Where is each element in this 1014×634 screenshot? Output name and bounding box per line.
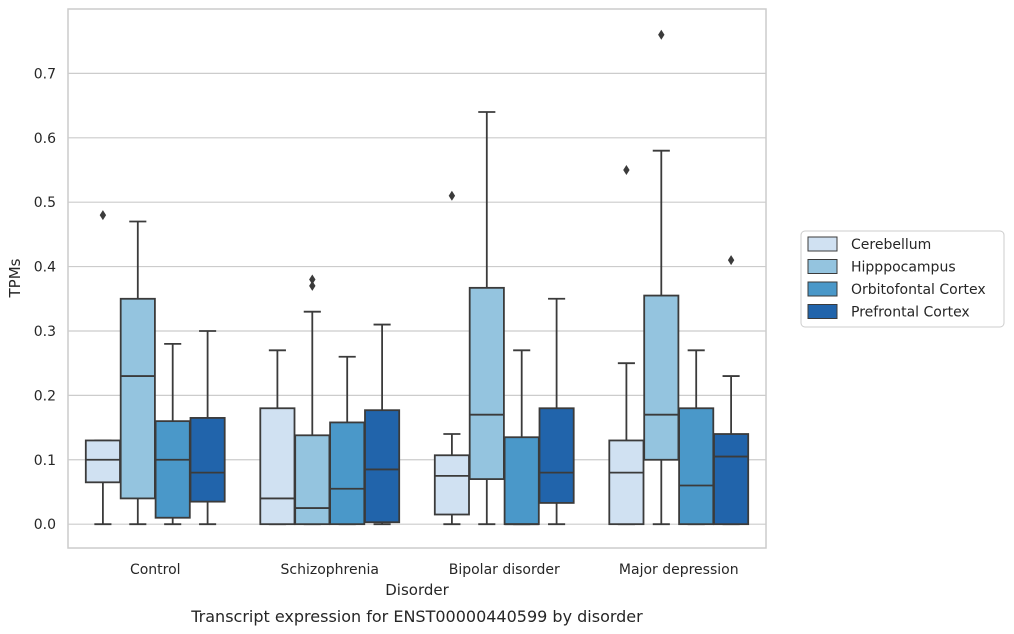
y-tick-label: 0.3: [34, 324, 56, 340]
x-tick-label: Bipolar disorder: [449, 562, 560, 578]
legend-label: Orbitofontal Cortex: [851, 282, 986, 298]
box-rect: [119, 297, 156, 500]
legend-swatch: [807, 304, 838, 319]
outlier-point: [658, 29, 665, 40]
box-3-0: [608, 164, 645, 526]
y-tick-label: 0.1: [34, 453, 56, 469]
box-rect: [503, 436, 540, 526]
legend-swatch: [807, 259, 838, 274]
legend: Cerebellum Hipppocampus Orbitofontal Corte…: [800, 230, 1005, 328]
y-axis-ticks: 0.0 0.1 0.2 0.3 0.4 0.5 0.6 0.7: [34, 66, 56, 533]
legend-label: Hipppocampus: [851, 260, 956, 276]
outlier-point: [727, 255, 735, 266]
box-3-1: [643, 29, 680, 526]
box-rect: [329, 421, 366, 526]
plot-frame: [67, 8, 767, 549]
outlier-point: [99, 210, 107, 221]
box-rect: [468, 286, 505, 480]
box-rect: [364, 409, 401, 524]
box-2-1: [468, 111, 505, 526]
box-plot-groups: [84, 29, 750, 526]
box-1-0: [259, 349, 296, 526]
y-tick-label: 0.7: [34, 66, 56, 82]
y-tick-label: 0.4: [34, 260, 56, 276]
y-tick-label: 0.0: [34, 517, 56, 533]
y-tick-label: 0.2: [34, 388, 56, 404]
box-rect: [608, 439, 645, 526]
box-rect: [643, 294, 680, 461]
legend-frame: [800, 230, 1005, 328]
box-rect: [294, 434, 331, 526]
x-tick-label: Schizophrenia: [281, 562, 379, 578]
x-tick-label: Major depression: [619, 562, 739, 578]
y-tick-label: 0.6: [34, 131, 56, 147]
box-rect: [713, 433, 750, 526]
box-1-3: [364, 323, 401, 526]
legend-label: Prefrontal Cortex: [851, 305, 970, 321]
x-axis-ticks: Control Schizophrenia Bipolar disorder Majo…: [130, 562, 739, 578]
chart-caption: Transcript expression for ENST0000044059…: [190, 607, 643, 626]
legend-label: Cerebellum: [851, 237, 931, 253]
box-1-2: [329, 355, 366, 526]
box-rect: [84, 439, 121, 484]
outlier-point: [623, 164, 630, 175]
box-rect: [678, 407, 715, 526]
y-axis-label: TPMs: [6, 258, 24, 298]
x-tick-label: Control: [130, 562, 181, 578]
legend-swatch: [807, 281, 838, 297]
box-2-0: [433, 190, 470, 526]
box-0-3: [189, 330, 226, 526]
legend-swatch: [807, 236, 838, 252]
x-axis-label: Disorder: [385, 581, 449, 599]
box-rect: [154, 420, 191, 519]
box-2-3: [538, 297, 575, 526]
box-rect: [189, 417, 226, 503]
box-0-1: [119, 220, 156, 526]
box-0-2: [154, 342, 191, 526]
outlier-point: [309, 280, 316, 291]
box-rect: [259, 407, 296, 526]
box-3-3: [713, 255, 750, 526]
y-tick-label: 0.5: [34, 195, 56, 211]
box-rect: [538, 407, 575, 504]
box-rect: [433, 454, 470, 516]
box-2-2: [503, 349, 540, 526]
outlier-point: [309, 274, 316, 285]
outlier-point: [448, 190, 456, 201]
